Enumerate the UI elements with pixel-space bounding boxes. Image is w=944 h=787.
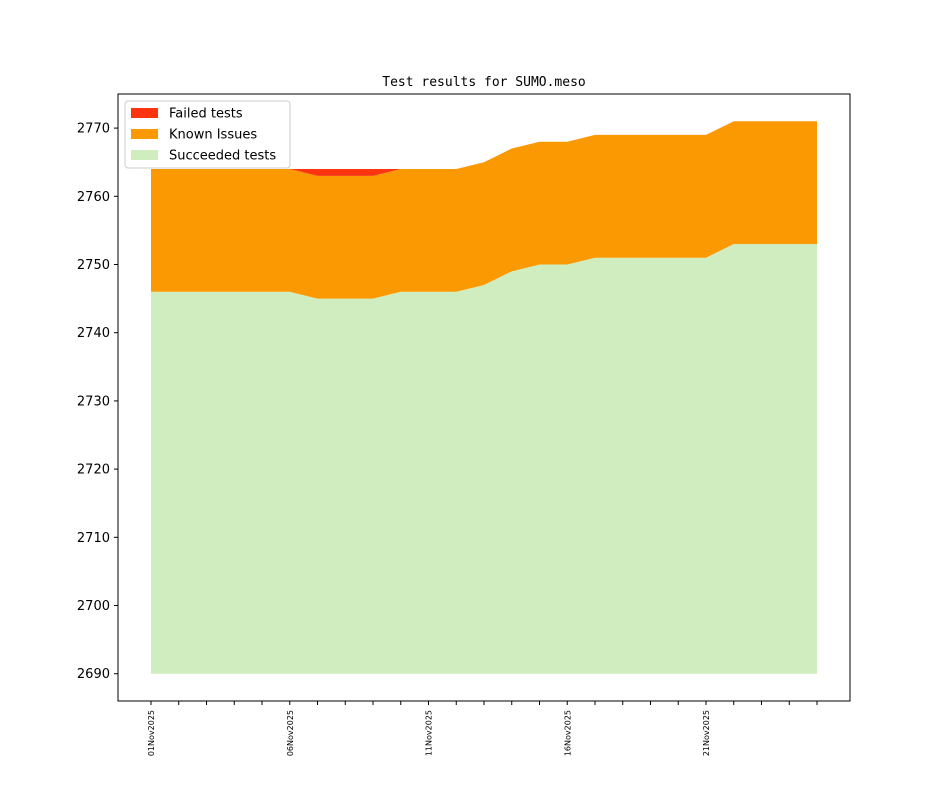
y-tick-label: 2690: [77, 667, 110, 682]
y-tick-label: 2770: [77, 122, 110, 137]
plot-areas: [151, 121, 817, 674]
x-tick-label: 06Nov2025: [286, 710, 295, 756]
legend-swatch-succeeded-tests: [131, 150, 158, 160]
y-tick-label: 2750: [77, 258, 110, 273]
y-tick-label: 2720: [77, 463, 110, 478]
legend-label: Succeeded tests: [169, 149, 276, 164]
legend-box: [124, 100, 291, 169]
y-tick-label: 2700: [77, 599, 110, 614]
legend: Failed tests Known Issues Succeeded tests: [124, 100, 291, 169]
x-tick-label: 21Nov2025: [702, 710, 711, 756]
y-tick-label: 2730: [77, 394, 110, 409]
legend-label: Failed tests: [169, 107, 243, 122]
x-tick-label: 16Nov2025: [563, 710, 572, 756]
y-tick-label: 2710: [77, 531, 110, 546]
x-tick-label: 01Nov2025: [147, 710, 156, 756]
legend-swatch-known-issues: [131, 129, 158, 139]
x-tick-label: 11Nov2025: [425, 710, 434, 756]
legend-swatch-failed-tests: [131, 108, 158, 118]
area-known-issues: [151, 121, 817, 299]
y-tick-label: 2760: [77, 190, 110, 205]
y-axis: 2690 2700 2710 2720 2730 2740 2750 2760 2770: [77, 122, 118, 682]
area-succeeded-tests: [151, 244, 817, 674]
legend-label: Known Issues: [169, 128, 257, 143]
y-tick-label: 2740: [77, 326, 110, 341]
chart-title: Test results for SUMO.meso: [382, 75, 586, 90]
x-axis: 01Nov2025 06Nov2025 11Nov2025 16Nov2025 21No…: [147, 701, 818, 756]
